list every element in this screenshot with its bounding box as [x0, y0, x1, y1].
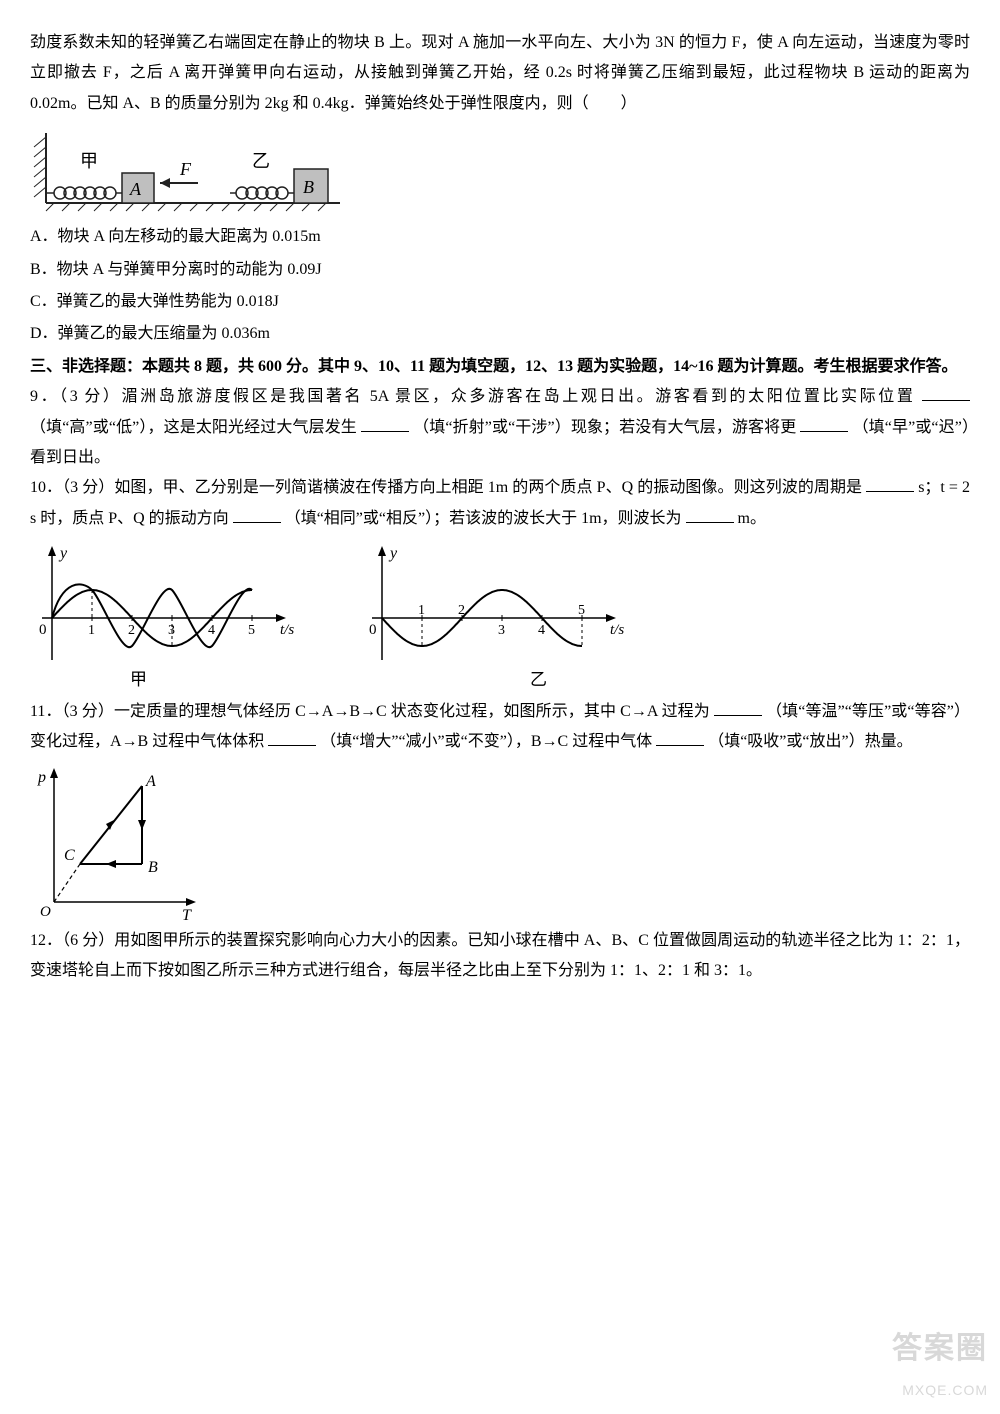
svg-text:2: 2 — [128, 623, 135, 638]
q9-h1: （填“高”或“低”），这是太阳光经过大气层发生 — [30, 419, 357, 436]
q11-pre: 11．（3 分）一定质量的理想气体经历 C→A→B→C 状态变化过程，如图所示，… — [30, 703, 710, 720]
watermark: 答案圈 MXQE.COM — [892, 1320, 988, 1404]
label-yi: 乙 — [252, 151, 270, 171]
label-F: F — [179, 159, 192, 179]
q8-figure: 甲 A F 乙 B — [30, 125, 970, 220]
svg-text:y: y — [388, 545, 398, 562]
q8-options: A．物块 A 向左移动的最大距离为 0.015m B．物块 A 与弹簧甲分离时的… — [30, 222, 970, 350]
section-3-title: 三、非选择题：本题共 8 题，共 600 分。其中 9、10、11 题为填空题，… — [30, 352, 970, 382]
svg-text:0: 0 — [369, 622, 377, 638]
blank — [233, 506, 281, 523]
q10-m3: m。 — [738, 510, 766, 527]
q8-optD: D．弹簧乙的最大压缩量为 0.036m — [30, 319, 970, 349]
svg-text:y: y — [58, 545, 68, 562]
q10-text: 10．（3 分）如图，甲、乙分别是一列简谐横波在传播方向上相距 1m 的两个质点… — [30, 473, 970, 534]
svg-text:t/s: t/s — [280, 622, 294, 638]
svg-text:5: 5 — [248, 623, 255, 638]
q11-figure: p T O A B C — [30, 764, 970, 924]
blank — [714, 699, 762, 716]
svg-text:1: 1 — [88, 623, 95, 638]
blank — [922, 384, 970, 401]
label-yi: 乙 — [530, 670, 547, 689]
label-B: B — [303, 177, 314, 197]
q8-optB: B．物块 A 与弹簧甲分离时的动能为 0.09J — [30, 255, 970, 285]
q11-h3: （填“吸收”或“放出”）热量。 — [708, 733, 912, 750]
q8-optC: C．弹簧乙的最大弹性势能为 0.018J — [30, 287, 970, 317]
svg-text:A: A — [145, 773, 156, 790]
svg-text:C: C — [64, 847, 75, 864]
blank — [800, 415, 848, 432]
q11-h2: （填“增大”“减小”或“不变”），B→C 过程中气体 — [320, 733, 652, 750]
blank — [268, 729, 316, 746]
q10-figure: y t/s 0 1 2 3 4 5 甲 y t/s — [30, 540, 970, 695]
q11-text: 11．（3 分）一定质量的理想气体经历 C→A→B→C 状态变化过程，如图所示，… — [30, 697, 970, 758]
svg-text:4: 4 — [208, 623, 215, 638]
q10-pre: 10．（3 分）如图，甲、乙分别是一列简谐横波在传播方向上相距 1m 的两个质点… — [30, 479, 862, 496]
svg-text:T: T — [182, 907, 192, 924]
blank — [866, 475, 914, 492]
q8-stem: 劲度系数未知的轻弹簧乙右端固定在静止的物块 B 上。现对 A 施加一水平向左、大… — [30, 28, 970, 119]
svg-text:B: B — [148, 859, 158, 876]
svg-text:0: 0 — [39, 622, 47, 638]
label-jia: 甲 — [80, 151, 98, 171]
svg-text:t/s: t/s — [610, 622, 624, 638]
svg-text:p: p — [37, 769, 46, 786]
svg-text:O: O — [40, 904, 51, 920]
q12-text: 12．（6 分）用如图甲所示的装置探究影响向心力大小的因素。已知小球在槽中 A、… — [30, 926, 970, 987]
svg-text:4: 4 — [538, 623, 545, 638]
label-A: A — [129, 179, 142, 199]
blank — [361, 415, 409, 432]
blank — [656, 729, 704, 746]
q8-optA: A．物块 A 向左移动的最大距离为 0.015m — [30, 222, 970, 252]
q10-m2: （填“相同”或“相反”）；若该波的波长大于 1m，则波长为 — [285, 510, 682, 527]
blank — [686, 506, 734, 523]
q9-text: 9．（3 分）湄洲岛旅游度假区是我国著名 5A 景区，众多游客在岛上观日出。游客… — [30, 382, 970, 473]
svg-text:3: 3 — [498, 623, 505, 638]
q9-h2: （填“折射”或“干涉”）现象；若没有大气层，游客将更 — [413, 419, 796, 436]
label-jia: 甲 — [130, 670, 147, 689]
q9-pre: 9．（3 分）湄洲岛旅游度假区是我国著名 5A 景区，众多游客在岛上观日出。游客… — [30, 388, 915, 405]
